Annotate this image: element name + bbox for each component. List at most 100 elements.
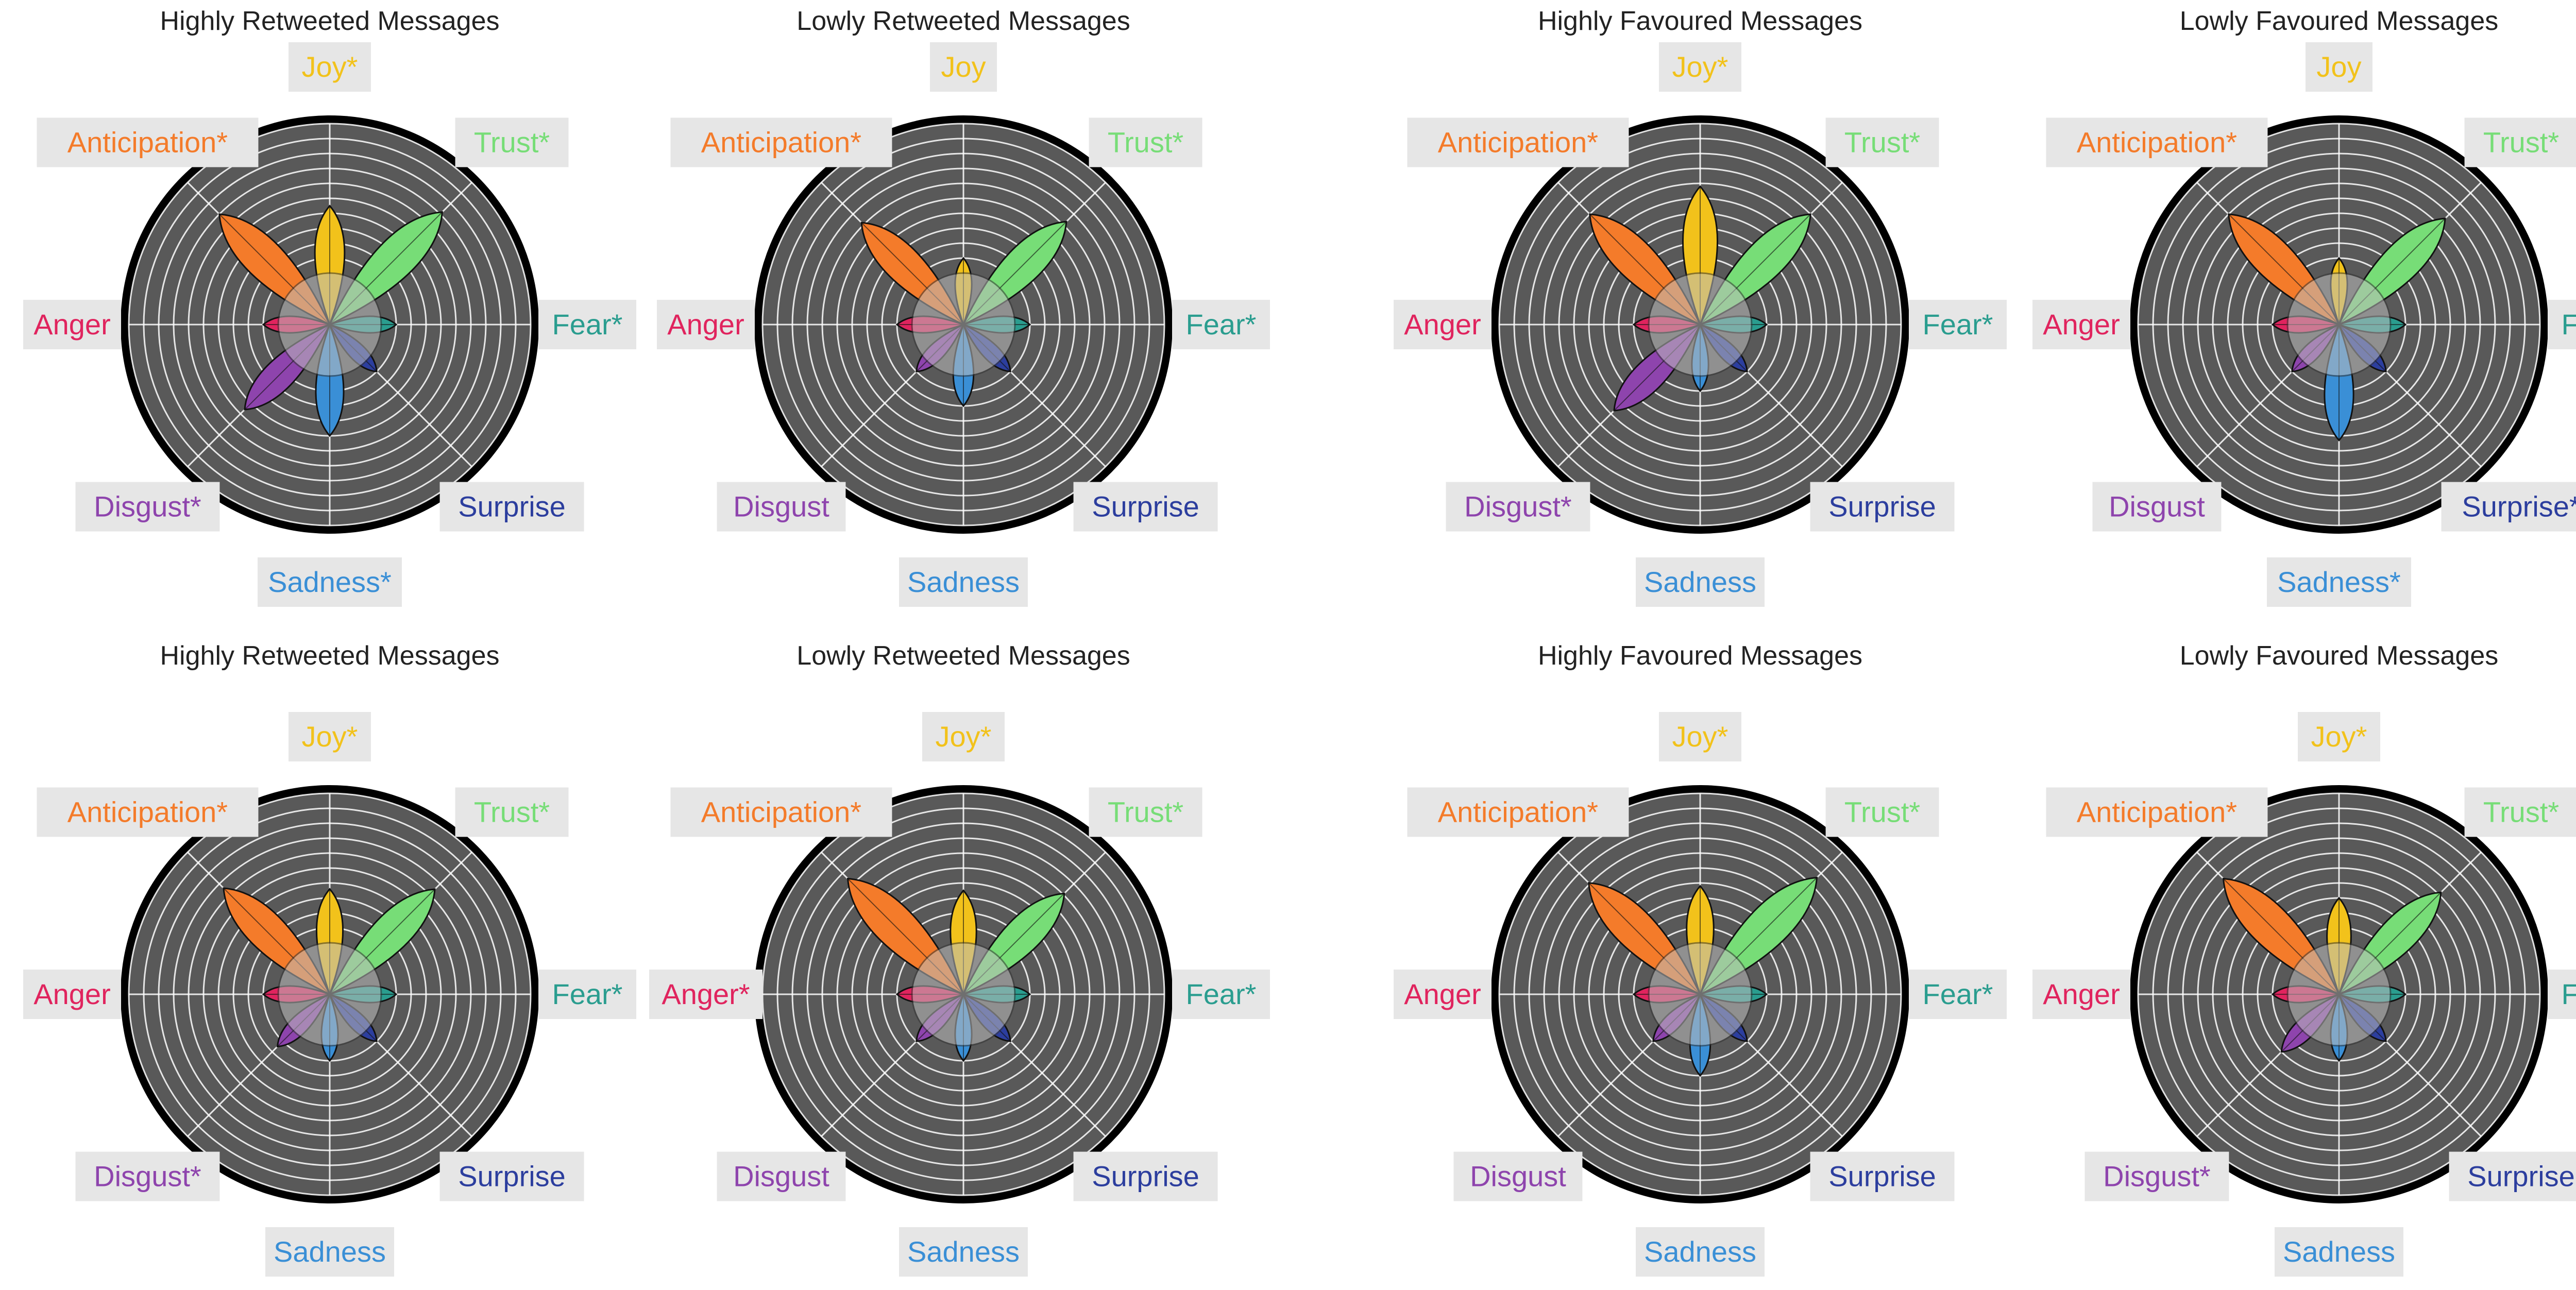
chart-title: Lowly Retweeted Messages bbox=[796, 641, 1130, 671]
category-label-sadness: Sadness* bbox=[2277, 566, 2401, 598]
grid-spoke bbox=[365, 1030, 472, 1137]
chart-title: Highly Favoured Messages bbox=[1538, 6, 1862, 36]
category-label-anger: Anger* bbox=[662, 978, 750, 1010]
label-box-anticipation bbox=[1407, 117, 1629, 167]
label-box-joy bbox=[1659, 712, 1741, 761]
radar-chart: Highly Favoured Messages Joy* Trust* Fear* S… bbox=[1394, 6, 2007, 607]
label-box-trust bbox=[455, 787, 569, 837]
category-label-joy: Joy* bbox=[1672, 50, 1728, 83]
label-box-trust bbox=[1825, 117, 1939, 167]
category-label-surprise: Surprise bbox=[1828, 1160, 1936, 1193]
grid-spoke bbox=[1736, 1030, 1843, 1137]
category-label-anticipation: Anticipation* bbox=[2077, 126, 2237, 158]
label-box-disgust bbox=[75, 1151, 220, 1201]
label-box-disgust bbox=[717, 482, 846, 532]
category-label-fear: Fear* bbox=[1923, 308, 1993, 341]
grid-spoke bbox=[365, 360, 472, 467]
category-label-anger: Anger bbox=[1404, 308, 1481, 341]
category-label-surprise: Surprise bbox=[458, 490, 566, 523]
category-label-fear: Fear* bbox=[552, 308, 623, 341]
label-box-joy bbox=[289, 712, 371, 761]
category-label-trust: Trust* bbox=[1108, 126, 1183, 158]
category-label-surprise: Surprise bbox=[1092, 490, 1199, 523]
label-box-disgust bbox=[1453, 1151, 1583, 1201]
chart-title: Highly Retweeted Messages bbox=[160, 6, 500, 36]
category-label-joy: Joy* bbox=[302, 50, 358, 83]
center-disc bbox=[1648, 942, 1753, 1047]
radar-chart: Lowly Retweeted Messages Joy* Trust* Fear* S… bbox=[649, 641, 1270, 1277]
category-label-anger: Anger bbox=[2043, 308, 2120, 341]
label-box-sadness bbox=[899, 557, 1028, 607]
label-box-sadness bbox=[1636, 557, 1765, 607]
category-label-joy: Joy* bbox=[1672, 720, 1728, 753]
label-box-anticipation bbox=[670, 787, 892, 837]
category-label-anger: Anger bbox=[1404, 978, 1481, 1010]
grid-spoke bbox=[1557, 1030, 1665, 1137]
label-box-fear bbox=[1909, 300, 2007, 349]
label-box-anticipation bbox=[2046, 787, 2268, 837]
label-box-surprise bbox=[1810, 1151, 1955, 1201]
center-disc bbox=[277, 272, 382, 377]
category-label-anticipation: Anticipation* bbox=[1438, 126, 1598, 158]
grid-spoke bbox=[999, 360, 1106, 467]
label-box-sadness bbox=[265, 1227, 394, 1277]
radar-chart: Highly Retweeted Messages Joy* Trust* Fear*… bbox=[23, 641, 636, 1277]
label-box-anger bbox=[1394, 970, 1492, 1019]
label-box-trust bbox=[1089, 787, 1202, 837]
category-label-anticipation: Anticipation* bbox=[67, 126, 228, 158]
grid-spoke bbox=[1736, 360, 1843, 467]
label-box-joy bbox=[2306, 42, 2372, 92]
label-box-fear bbox=[538, 300, 636, 349]
label-box-surprise bbox=[1073, 482, 1218, 532]
label-box-surprise bbox=[439, 1151, 584, 1201]
category-label-disgust: Disgust* bbox=[2103, 1160, 2211, 1193]
label-box-sadness bbox=[1636, 1227, 1765, 1277]
label-box-disgust bbox=[1446, 482, 1590, 532]
label-box-surprise bbox=[439, 482, 584, 532]
grid-spoke bbox=[999, 1030, 1106, 1137]
category-label-anger: Anger bbox=[33, 978, 110, 1010]
category-label-anger: Anger bbox=[33, 308, 110, 341]
grid-spoke bbox=[2196, 360, 2303, 467]
category-label-surprise: Surprise* bbox=[2462, 490, 2576, 523]
category-label-anticipation: Anticipation* bbox=[701, 795, 861, 828]
center-disc bbox=[1648, 272, 1753, 377]
category-label-surprise: Surprise bbox=[2467, 1160, 2575, 1193]
label-box-trust bbox=[2464, 117, 2576, 167]
label-box-trust bbox=[1825, 787, 1939, 837]
category-label-joy: Joy* bbox=[302, 720, 358, 753]
label-box-trust bbox=[1089, 117, 1202, 167]
category-label-anger: Anger bbox=[2043, 978, 2120, 1010]
label-box-anger bbox=[23, 970, 121, 1019]
radar-chart: Lowly Retweeted Messages Joy Trust* Fear* Su… bbox=[657, 6, 1270, 607]
grid-spoke bbox=[821, 360, 928, 467]
grid-spoke bbox=[2375, 360, 2482, 467]
label-box-anticipation bbox=[37, 787, 259, 837]
label-box-disgust bbox=[2092, 482, 2222, 532]
label-box-surprise bbox=[1073, 1151, 1218, 1201]
category-label-sadness: Sadness bbox=[2283, 1235, 2395, 1268]
category-label-disgust: Disgust bbox=[733, 490, 829, 523]
category-label-fear: Fear* bbox=[1186, 978, 1257, 1010]
label-box-disgust bbox=[75, 482, 220, 532]
label-box-anger bbox=[657, 300, 755, 349]
category-label-trust: Trust* bbox=[1108, 795, 1183, 828]
center-disc bbox=[911, 272, 1016, 377]
label-box-anticipation bbox=[670, 117, 892, 167]
category-label-fear: Fear* bbox=[2562, 978, 2576, 1010]
category-label-fear: Fear* bbox=[2562, 308, 2576, 341]
category-label-anticipation: Anticipation* bbox=[1438, 795, 1598, 828]
label-box-fear bbox=[2548, 300, 2576, 349]
chart-title: Lowly Favoured Messages bbox=[2180, 641, 2499, 671]
radar-chart: Highly Favoured Messages Joy* Trust* Fear* S… bbox=[1394, 641, 2007, 1277]
category-label-surprise: Surprise bbox=[458, 1160, 566, 1193]
label-box-anger bbox=[649, 970, 762, 1019]
chart-title: Lowly Retweeted Messages bbox=[796, 6, 1130, 36]
label-box-sadness bbox=[2267, 557, 2411, 607]
category-label-fear: Fear* bbox=[1186, 308, 1257, 341]
label-box-sadness bbox=[899, 1227, 1028, 1277]
category-label-joy: Joy* bbox=[2311, 720, 2367, 753]
label-box-surprise bbox=[2449, 1151, 2576, 1201]
radar-chart: Lowly Favoured Messages Joy Trust* Fear* Sur… bbox=[2032, 6, 2576, 607]
